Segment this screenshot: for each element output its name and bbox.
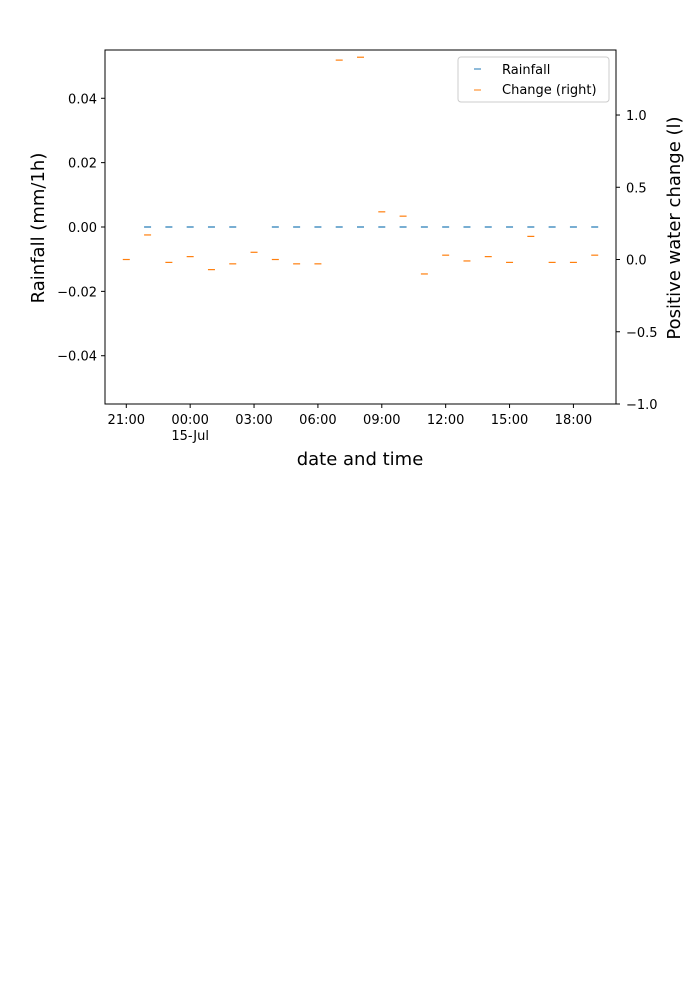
x-tick-label: 15:00	[491, 413, 528, 428]
x-tick-label: 03:00	[235, 413, 272, 428]
legend-label-change: Change (right)	[502, 83, 597, 98]
y-tick-label-left: 0.00	[68, 221, 97, 236]
x-tick-sublabel: 15-Jul	[171, 429, 209, 444]
x-tick-label: 09:00	[363, 413, 400, 428]
plot-frame	[104, 49, 617, 405]
legend: Rainfall Change (right)	[457, 56, 610, 103]
x-tick-label: 06:00	[299, 413, 336, 428]
y-tick-label-left: −0.02	[57, 285, 97, 300]
y-tick-label-left: −0.04	[57, 350, 97, 365]
x-tick-label: 00:00	[171, 413, 208, 428]
x-tick-label: 18:00	[555, 413, 592, 428]
legend-label-rainfall: Rainfall	[502, 63, 550, 78]
y-tick-label-left: 0.04	[68, 92, 97, 107]
y-axis-title-left: Rainfall (mm/1h)	[28, 153, 49, 304]
x-tick-label: 21:00	[108, 413, 145, 428]
x-axis-title: date and time	[297, 449, 424, 470]
y-tick-label-right: 0.5	[626, 181, 647, 196]
y-tick-label-right: 0.0	[626, 254, 647, 269]
y-tick-label-left: 0.02	[68, 157, 97, 172]
legend-frame	[457, 56, 610, 103]
y-axis-title-right: Positive water change (l)	[664, 116, 685, 339]
x-tick-label: 12:00	[427, 413, 464, 428]
y-tick-label-right: 1.0	[626, 109, 647, 124]
data-marks	[122, 56, 599, 275]
y-tick-label-right: −0.5	[626, 326, 658, 341]
y-tick-label-right: −1.0	[626, 398, 658, 413]
